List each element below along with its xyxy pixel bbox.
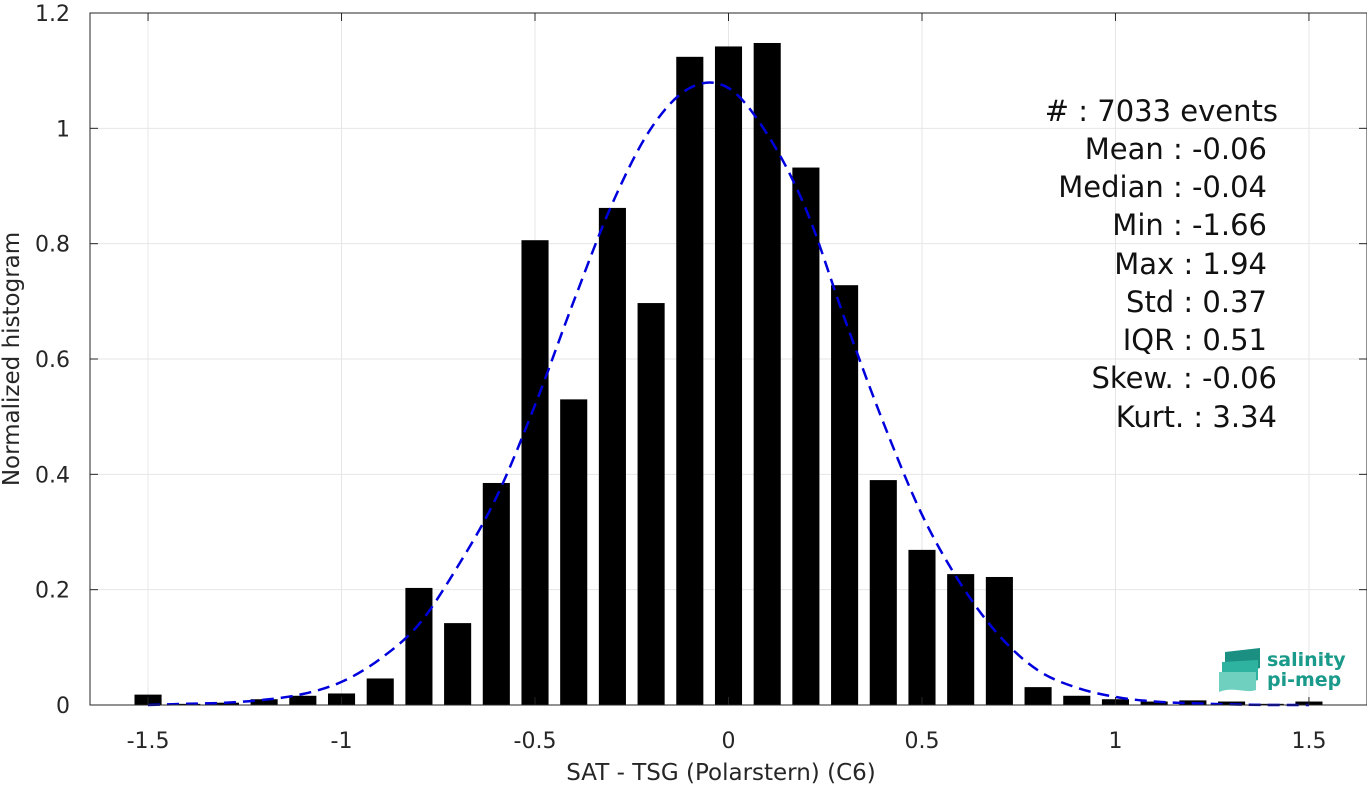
histogram-bars — [134, 42, 1323, 706]
histogram-bar — [869, 480, 897, 705]
stat-median: Median : -0.04 — [1058, 170, 1267, 204]
histogram-bar — [250, 699, 278, 705]
x-tick-label: 1 — [1108, 729, 1122, 754]
stat-std: Std : 0.37 — [1126, 285, 1267, 319]
histogram-bar — [405, 587, 433, 705]
y-tick-label: 0.4 — [35, 463, 70, 488]
histogram-bar — [637, 303, 665, 705]
stat-skew: Skew. : -0.06 — [1091, 361, 1277, 395]
y-tick-label: 0.8 — [35, 233, 70, 258]
histogram-bar — [560, 399, 588, 705]
histogram-bar — [444, 623, 472, 705]
histogram-bar — [676, 56, 704, 706]
histogram-bar — [831, 285, 859, 705]
histogram-bar — [482, 482, 510, 705]
y-tick-label: 0.6 — [35, 348, 70, 373]
histogram-bar — [947, 574, 975, 705]
y-tick-label: 0.2 — [35, 579, 70, 604]
histogram-bar — [714, 46, 743, 706]
x-axis-label: SAT - TSG (Polarstern) (C6) — [566, 760, 875, 785]
x-tick-label: 1.5 — [1291, 729, 1326, 754]
histogram-bar — [289, 695, 317, 705]
stat-mean: Mean : -0.06 — [1085, 132, 1267, 166]
salinity-pi-mep-logo: salinity pi-mep — [1219, 648, 1346, 692]
gaussian-fit-curve — [147, 81, 1310, 707]
x-tick-label: 0 — [722, 729, 736, 754]
stat-count: # : 7033 events — [1045, 94, 1278, 128]
logo-text-salinity: salinity — [1267, 649, 1346, 671]
x-tick-label: -1 — [331, 729, 353, 754]
stat-min: Min : -1.66 — [1112, 208, 1267, 242]
x-tick-label: 0.5 — [904, 729, 939, 754]
histogram-bar — [792, 167, 820, 706]
y-axis-label: Normalized histogram — [0, 232, 25, 486]
histogram-bar — [1140, 701, 1168, 705]
axis-ticks: -1.5 -1 -0.5 0 0.5 1 1.5 0 0.2 0.4 0.6 0.8 1 1.2 — [35, 2, 1367, 754]
x-tick-label: -0.5 — [514, 729, 557, 754]
y-tick-label: 0 — [56, 694, 70, 719]
stat-kurt: Kurt. : 3.34 — [1116, 400, 1277, 434]
histogram-bar — [753, 42, 781, 705]
y-tick-label: 1.2 — [35, 2, 70, 27]
histogram-bar — [1024, 687, 1052, 705]
histogram-bar — [521, 240, 549, 705]
histogram-bar — [985, 576, 1013, 705]
histogram-bar — [366, 678, 394, 705]
histogram-bar — [598, 207, 626, 705]
histogram-bar — [908, 549, 936, 705]
logo-wave-icon — [1219, 648, 1260, 692]
stat-max: Max : 1.94 — [1114, 247, 1267, 281]
statistics-box: # : 7033 events Mean : -0.06 Median : -0… — [1045, 94, 1278, 434]
stat-iqr: IQR : 0.51 — [1123, 323, 1267, 357]
y-tick-label: 1 — [56, 117, 70, 142]
histogram-bar — [1063, 695, 1091, 705]
logo-text-pi-mep: pi-mep — [1267, 669, 1341, 691]
x-tick-label: -1.5 — [127, 729, 170, 754]
